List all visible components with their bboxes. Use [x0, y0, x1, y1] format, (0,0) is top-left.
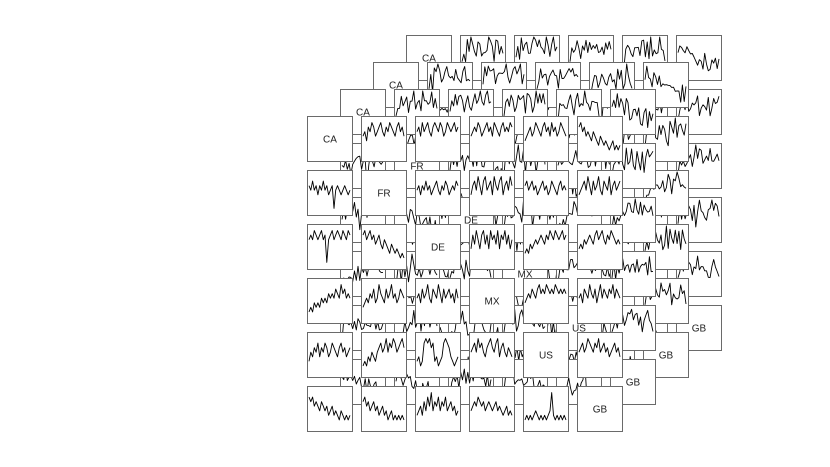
series-line — [611, 93, 654, 129]
diagonal-label-cell — [361, 170, 407, 216]
variable-label: CA — [389, 81, 403, 92]
variable-label: GB — [626, 378, 641, 389]
series-line — [470, 338, 513, 358]
series-line — [677, 45, 720, 72]
variable-label: FR — [410, 162, 423, 173]
series-line — [416, 392, 459, 416]
series-line — [395, 90, 438, 117]
series-line — [578, 122, 621, 151]
series-line — [308, 396, 351, 421]
series-line — [362, 230, 405, 259]
panel-frame — [307, 332, 353, 378]
panel-frame — [577, 332, 623, 378]
panel-frame — [361, 224, 407, 270]
variable-label: GB — [593, 405, 608, 416]
series-line — [362, 396, 405, 421]
series-line — [524, 122, 567, 141]
series-line — [416, 122, 459, 137]
panel-frame — [307, 386, 353, 432]
variable-label: US — [539, 351, 553, 362]
series-line — [470, 396, 513, 416]
panel-frame — [415, 332, 461, 378]
series-line — [416, 284, 459, 304]
variable-label: MX — [485, 297, 500, 308]
variable-label: CA — [323, 135, 337, 146]
panel-frame — [307, 278, 353, 324]
series-line — [578, 338, 621, 358]
series-line — [503, 90, 546, 116]
series-line — [416, 180, 459, 196]
series-line — [362, 338, 405, 367]
series-line — [524, 180, 567, 196]
variable-label: CA — [422, 54, 436, 65]
variable-label: MX — [518, 270, 533, 281]
panel-frame — [523, 116, 569, 162]
series-line — [470, 176, 513, 196]
panel-frame — [361, 386, 407, 432]
series-line — [362, 284, 405, 308]
diagonal-label-cell — [469, 278, 515, 324]
series-line — [308, 342, 351, 362]
panel-frame — [469, 116, 515, 162]
series-line — [569, 39, 612, 62]
variable-label: CA — [356, 108, 370, 119]
series-line — [470, 230, 513, 250]
series-line — [644, 65, 687, 103]
variable-label: DE — [431, 243, 445, 254]
series-line — [677, 199, 720, 228]
series-line — [341, 317, 384, 342]
series-line — [308, 230, 351, 263]
series-line — [449, 90, 492, 113]
panel-frame — [361, 116, 407, 162]
variable-label: FR — [377, 189, 390, 200]
panel-frame — [469, 332, 515, 378]
series-line — [308, 180, 351, 209]
series-line — [590, 63, 633, 94]
series-line — [524, 230, 567, 254]
matrix-layers: CAFRDEMXUSGBCAFRDEMXUSGBCAFRDEMXUSGBCAFR… — [307, 35, 722, 432]
panel-frame — [361, 332, 407, 378]
variable-label: US — [572, 324, 586, 335]
series-line — [536, 67, 579, 89]
panel-frame — [523, 170, 569, 216]
series-line — [308, 284, 351, 313]
series-line — [677, 95, 720, 121]
diagonal-label-cell — [523, 332, 569, 378]
panel-frame — [577, 170, 623, 216]
series-line — [428, 63, 471, 93]
series-line — [611, 147, 654, 175]
series-line — [482, 63, 525, 85]
series-line — [416, 338, 459, 367]
series-line — [524, 392, 567, 421]
series-line — [578, 176, 621, 196]
panel-frame — [307, 170, 353, 216]
series-line — [470, 122, 513, 137]
series-line — [557, 90, 600, 121]
matrix-layer: CA FR DE MX US GB — [307, 116, 623, 432]
variable-label: GB — [692, 324, 707, 335]
panel-frame — [577, 224, 623, 270]
series-line — [611, 198, 654, 229]
panel-frame — [415, 170, 461, 216]
diagonal-label-cell — [577, 386, 623, 432]
series-line — [578, 284, 621, 304]
variable-label: GB — [659, 351, 674, 362]
series-line — [611, 256, 654, 280]
series-line — [677, 144, 720, 175]
series-line — [515, 36, 558, 60]
panel-frame — [523, 386, 569, 432]
series-line — [461, 36, 504, 63]
diagonal-label-cell — [307, 116, 353, 162]
variable-label: DE — [464, 216, 478, 227]
diagonal-label-cell — [415, 224, 461, 270]
series-line — [578, 230, 621, 250]
series-line — [524, 284, 567, 303]
series-line — [623, 36, 666, 67]
series-line — [362, 122, 405, 142]
